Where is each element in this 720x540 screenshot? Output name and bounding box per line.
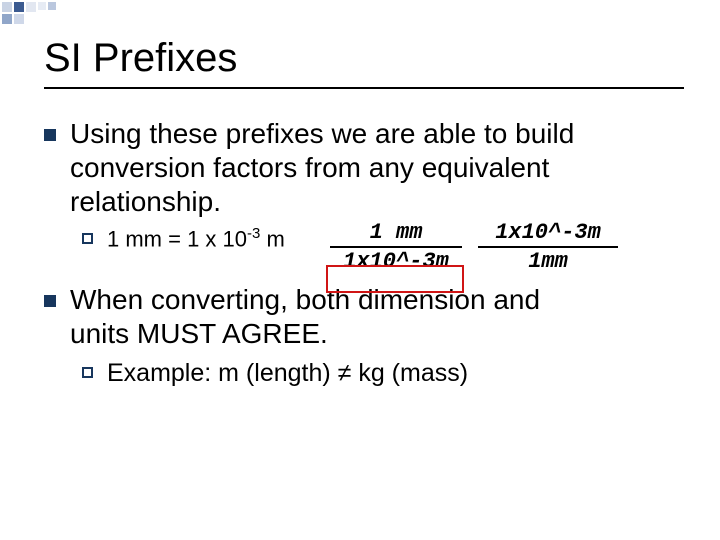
- bullet-2-text: When converting, both dimension and unit…: [70, 283, 540, 351]
- hollow-bullet-icon: [82, 233, 93, 244]
- equation-suffix: m: [260, 227, 284, 252]
- bullet-1: Using these prefixes we are able to buil…: [44, 117, 676, 219]
- sub-bullet-1-text: 1 mm = 1 x 10-3 m: [107, 225, 285, 252]
- bullet-1-text: Using these prefixes we are able to buil…: [70, 117, 574, 219]
- deco-square: [48, 2, 56, 10]
- example-row: Example: m (length) ≠ kg (mass): [82, 359, 676, 388]
- fraction-2-line: [478, 246, 618, 248]
- corner-decoration: [0, 0, 180, 30]
- example-rest: m (length) ≠ kg (mass): [211, 359, 468, 387]
- deco-square: [26, 2, 36, 12]
- slide-content: SI Prefixes Using these prefixes we are …: [0, 0, 720, 408]
- fraction-2-denominator: 1mm: [478, 249, 618, 274]
- deco-square: [2, 2, 12, 12]
- fraction-1-numerator: 1 mm: [330, 220, 462, 245]
- hollow-bullet-icon: [82, 367, 93, 378]
- bullet-2-line1: When converting, both dimension and: [70, 284, 540, 315]
- bullet-1-line2: conversion factors from any equivalent: [70, 152, 549, 183]
- deco-square: [2, 14, 12, 24]
- bullet-2-line2: units MUST AGREE.: [70, 318, 328, 349]
- fraction-2-numerator: 1x10^-3m: [478, 220, 618, 245]
- square-bullet-icon: [44, 295, 56, 307]
- square-bullet-icon: [44, 129, 56, 141]
- slide-title: SI Prefixes: [44, 36, 676, 81]
- deco-square: [14, 14, 24, 24]
- example-text: Example: m (length) ≠ kg (mass): [107, 359, 468, 388]
- example-label: Example:: [107, 359, 211, 387]
- fraction-2: 1x10^-3m 1mm: [478, 220, 618, 274]
- deco-square: [14, 2, 24, 12]
- equation-exponent: -3: [247, 225, 260, 242]
- bullet-1-line1: Using these prefixes we are able to buil…: [70, 118, 574, 149]
- bullet-1-line3: relationship.: [70, 186, 221, 217]
- fraction-1-line: [330, 246, 462, 248]
- equation-prefix: 1 mm = 1 x 10: [107, 227, 247, 252]
- deco-square: [38, 2, 46, 10]
- title-underline: [44, 87, 684, 89]
- bullet-2: When converting, both dimension and unit…: [44, 283, 676, 351]
- highlight-box: [326, 265, 464, 293]
